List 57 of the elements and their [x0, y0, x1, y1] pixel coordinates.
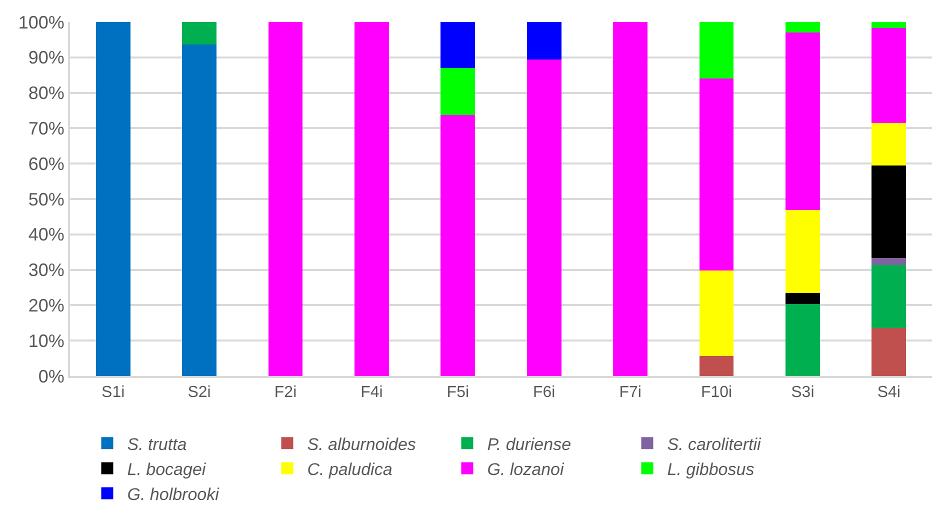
bar: [785, 293, 820, 304]
bar: [182, 22, 217, 44]
y-tick-label: 20%: [28, 296, 64, 316]
legend-label: P. duriense: [487, 434, 572, 454]
x-tick-label: F7i: [619, 384, 642, 402]
x-tick-label: F5i: [446, 384, 470, 402]
x-tick-label: F6i: [532, 384, 556, 402]
legend-label: S. alburnoides: [307, 434, 416, 454]
y-tick-label: 100%: [18, 12, 64, 32]
bar: [872, 122, 906, 166]
bar: [785, 22, 820, 33]
legend-label: G. holbrooki: [127, 484, 220, 504]
x-tick-label: S3i: [791, 384, 814, 402]
legend-label: S. carolitertii: [667, 434, 762, 454]
bar: [699, 356, 734, 376]
bar: [182, 44, 217, 376]
bar: [699, 78, 734, 271]
y-tick-label: 90%: [28, 48, 64, 68]
bar: [872, 28, 906, 123]
bar: [268, 22, 303, 376]
bar: [613, 22, 648, 376]
y-tick-label: 0%: [38, 366, 64, 386]
bar: [526, 60, 562, 376]
bar: [872, 328, 906, 376]
x-tick-label: F10i: [700, 384, 732, 402]
x-tick-label: F4i: [360, 384, 383, 402]
bar: [785, 304, 820, 376]
bar: [699, 270, 734, 356]
bar: [699, 22, 734, 79]
bar: [872, 166, 906, 258]
y-tick-label: 50%: [28, 189, 64, 210]
bar: [872, 265, 906, 328]
bar: [872, 22, 906, 28]
bar: [440, 22, 476, 68]
bar: [785, 210, 820, 294]
legend-label: C. paludica: [307, 460, 392, 479]
bar: [872, 258, 906, 266]
y-tick-label: 30%: [28, 260, 64, 280]
x-tick-label: S1i: [102, 384, 125, 402]
x-tick-label: S2i: [188, 384, 211, 402]
x-tick-label: F2i: [274, 384, 297, 402]
y-tick-label: 80%: [28, 83, 64, 104]
bar: [785, 32, 820, 210]
legend-label: L. bocagei: [127, 460, 207, 479]
legend-label: G. lozanoi: [487, 460, 566, 479]
bar: [354, 22, 389, 376]
legend-label: L. gibbosus: [667, 460, 755, 479]
bar: [440, 68, 476, 115]
legend-label: S. trutta: [127, 434, 187, 454]
bar: [96, 22, 130, 376]
x-tick-label: S4i: [877, 384, 900, 402]
bar: [440, 114, 476, 376]
y-tick-label: 70%: [28, 118, 64, 138]
y-tick-label: 10%: [28, 330, 64, 351]
y-tick-label: 60%: [28, 154, 64, 174]
y-tick-label: 40%: [28, 224, 64, 245]
bar: [526, 22, 562, 60]
